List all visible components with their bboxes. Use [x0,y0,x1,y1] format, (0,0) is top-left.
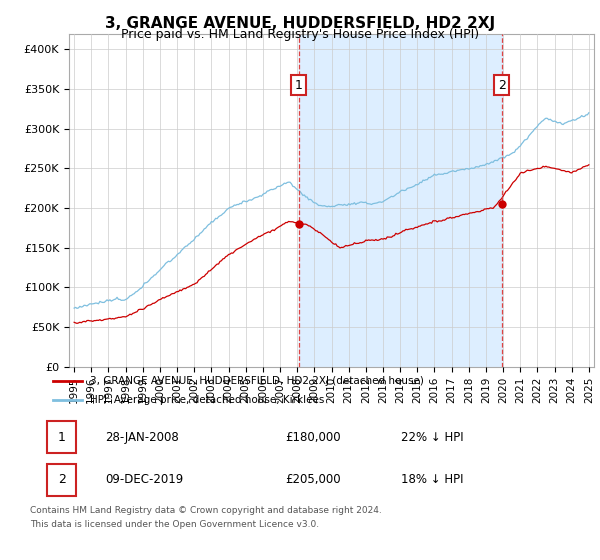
Bar [299,34,502,367]
Text: 18% ↓ HPI: 18% ↓ HPI [401,473,464,486]
Text: HPI: Average price, detached house, Kirklees: HPI: Average price, detached house, Kirk… [89,395,324,405]
Text: 1: 1 [295,78,302,92]
Text: 2: 2 [58,473,66,486]
Text: £180,000: £180,000 [285,431,341,444]
Bar [47,464,76,496]
Text: 1: 1 [58,431,66,444]
Text: 2: 2 [498,78,506,92]
Text: £205,000: £205,000 [285,473,341,486]
Text: Price paid vs. HM Land Registry's House Price Index (HPI): Price paid vs. HM Land Registry's House … [121,28,479,41]
Text: 3, GRANGE AVENUE, HUDDERSFIELD, HD2 2XJ (detached house): 3, GRANGE AVENUE, HUDDERSFIELD, HD2 2XJ … [89,376,424,386]
Text: 3, GRANGE AVENUE, HUDDERSFIELD, HD2 2XJ: 3, GRANGE AVENUE, HUDDERSFIELD, HD2 2XJ [105,16,495,31]
Text: 22% ↓ HPI: 22% ↓ HPI [401,431,464,444]
Text: Contains HM Land Registry data © Crown copyright and database right 2024.: Contains HM Land Registry data © Crown c… [30,506,382,515]
Bar [47,421,76,453]
Text: 09-DEC-2019: 09-DEC-2019 [106,473,184,486]
Text: This data is licensed under the Open Government Licence v3.0.: This data is licensed under the Open Gov… [30,520,319,529]
Text: 28-JAN-2008: 28-JAN-2008 [106,431,179,444]
